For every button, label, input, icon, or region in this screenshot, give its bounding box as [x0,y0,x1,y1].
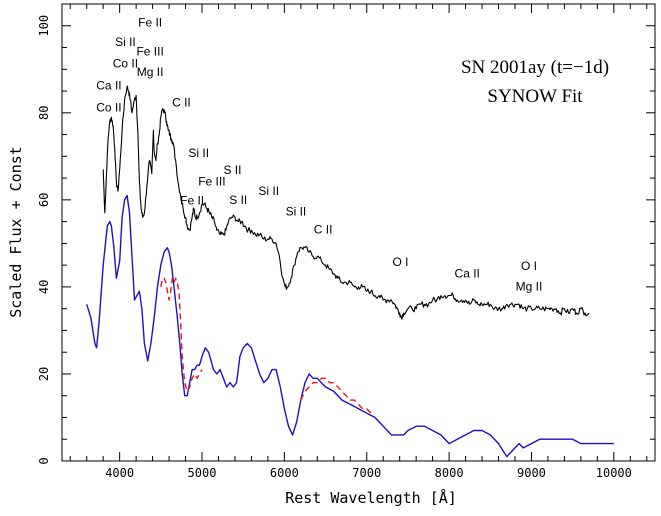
line-id-label: Si II [286,205,307,219]
synow-alt-fit-line [160,277,372,414]
x-tick-label: 4000 [105,466,134,480]
line-id-label: Fe II [180,194,204,208]
line-id-label: O I [392,255,408,269]
line-id-label: Si II [258,184,279,198]
line-id-label: C II [314,222,333,236]
line-id-label: Fe II [138,16,162,30]
line-id-label: Mg II [516,279,543,293]
x-tick-label: 9000 [517,466,546,480]
line-annotations: Ca II Co II Si II Co II Fe II Fe III Mg II C II… [96,16,542,294]
x-tick-label: 7000 [352,466,381,480]
line-id-label: S II [229,193,247,207]
line-id-label: O I [521,259,537,273]
chart-subtitle: SYNOW Fit [487,86,583,107]
line-id-label: Si II [188,146,209,160]
y-tick-label: 60 [37,193,51,207]
synow-fit-line [86,194,614,458]
line-id-label: Co II [113,57,138,71]
line-id-label: Co II [96,101,121,115]
chart-title: SN 2001ay (t=−1d) [461,57,609,78]
plot-frame [61,3,656,462]
y-tick-label: 0 [37,457,51,464]
line-id-label: Fe III [198,174,225,188]
y-tick-label: 20 [37,367,51,381]
y-tick-label: 100 [37,15,51,37]
axis-ticks: 4000 5000 6000 7000 8000 9000 10000 0 20 40 60 80 10… [37,3,655,480]
line-id-label: S II [223,163,241,177]
line-id-label: Si II [115,35,136,49]
observed-spectrum-line [102,85,590,320]
y-tick-label: 80 [37,106,51,120]
y-axis-title: Scaled Flux + Const [7,146,25,318]
series-group [86,85,614,458]
line-id-label: C II [172,96,191,110]
x-tick-label: 10000 [596,466,632,480]
line-id-label: Ca II [96,79,121,93]
x-tick-label: 5000 [188,466,217,480]
x-tick-label: 6000 [270,466,299,480]
y-tick-label: 40 [37,280,51,294]
x-tick-label: 8000 [435,466,464,480]
line-id-label: Ca II [455,266,480,280]
x-axis-title: Rest Wavelength [Å] [285,488,457,507]
line-id-label: Fe III [136,44,163,58]
line-id-label: Mg II [137,65,164,79]
